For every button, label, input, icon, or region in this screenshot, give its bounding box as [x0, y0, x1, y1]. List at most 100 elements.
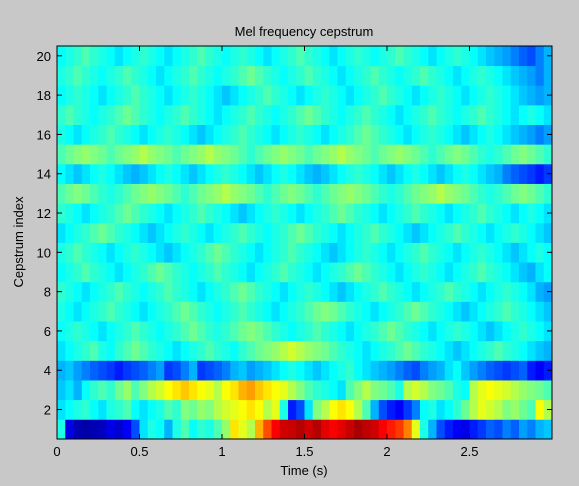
heatmap-cell [73, 262, 83, 283]
heatmap-cell [469, 163, 479, 184]
heatmap-cell [222, 301, 231, 322]
heatmap-cell [469, 301, 479, 322]
heatmap-cell [222, 144, 231, 165]
heatmap-cell [139, 380, 149, 401]
heatmap-cell [420, 262, 429, 283]
heatmap-cell [486, 419, 495, 440]
heatmap-cell [395, 203, 404, 224]
heatmap-cell [337, 340, 347, 361]
heatmap-cell [147, 242, 157, 263]
heatmap-cell [172, 124, 182, 145]
heatmap-cell [172, 419, 182, 440]
heatmap-cell [255, 46, 264, 67]
heatmap-cell [378, 163, 388, 184]
heatmap-cell [114, 380, 124, 401]
heatmap-cell [255, 144, 264, 165]
heatmap-cell [436, 360, 446, 381]
heatmap-cell [420, 419, 429, 440]
heatmap-cell [147, 46, 157, 67]
heatmap-cell [288, 65, 297, 86]
heatmap-cell [246, 321, 256, 342]
heatmap-cell [411, 301, 421, 322]
heatmap-cell [139, 321, 149, 342]
heatmap-cell [370, 183, 380, 204]
heatmap-cell [197, 360, 206, 381]
x-tick-label: 1.5 [295, 444, 313, 459]
heatmap-cell [222, 203, 231, 224]
heatmap-cell [494, 419, 503, 440]
heatmap-cell [123, 281, 132, 302]
heatmap-cell [65, 380, 74, 401]
heatmap-cell [337, 399, 347, 420]
heatmap-cell [106, 399, 116, 420]
heatmap-cell [205, 242, 215, 263]
heatmap-cell [378, 262, 388, 283]
heatmap-cell [238, 360, 248, 381]
heatmap-cell [180, 65, 190, 86]
heatmap-cell [238, 124, 248, 145]
heatmap-cell [420, 340, 429, 361]
heatmap-cell [370, 380, 380, 401]
heatmap-cell [312, 419, 322, 440]
heatmap-cell [395, 321, 404, 342]
heatmap-cell [370, 46, 380, 67]
heatmap-cell [337, 242, 347, 263]
heatmap-cell [494, 65, 503, 86]
heatmap-cell [246, 46, 256, 67]
heatmap-cell [502, 163, 512, 184]
heatmap-cell [535, 281, 545, 302]
heatmap-cell [527, 124, 536, 145]
heatmap-cell [494, 301, 503, 322]
heatmap-cell [189, 222, 198, 243]
heatmap-cell [403, 380, 413, 401]
heatmap-cell [222, 281, 231, 302]
heatmap-cell [428, 46, 437, 67]
heatmap-cell [81, 144, 91, 165]
heatmap-cell [131, 104, 140, 125]
heatmap-cell [114, 46, 124, 67]
heatmap-cell [288, 262, 297, 283]
heatmap-cell [321, 380, 330, 401]
heatmap-cell [486, 262, 495, 283]
heatmap-cell [263, 183, 272, 204]
heatmap-cell [312, 340, 322, 361]
heatmap-cell [172, 46, 182, 67]
heatmap-cell [139, 203, 149, 224]
heatmap-cell [106, 203, 116, 224]
heatmap-cell [345, 419, 355, 440]
heatmap-cell [453, 399, 462, 420]
heatmap-cell [238, 222, 248, 243]
heatmap-cell [403, 262, 413, 283]
heatmap-cell [147, 203, 157, 224]
heatmap-cell [156, 360, 165, 381]
heatmap-cell [213, 183, 223, 204]
heatmap-cell [106, 242, 116, 263]
heatmap-cell [90, 85, 99, 106]
heatmap-cell [453, 104, 462, 125]
heatmap-cell [378, 399, 388, 420]
heatmap-cell [535, 65, 545, 86]
heatmap-cell [263, 419, 272, 440]
heatmap-cell [73, 144, 83, 165]
heatmap-cell [114, 301, 124, 322]
heatmap-cell [114, 419, 124, 440]
heatmap-cell [197, 281, 206, 302]
heatmap-cell [222, 380, 231, 401]
heatmap-cell [345, 321, 355, 342]
heatmap-cell [147, 163, 157, 184]
heatmap-cell [403, 163, 413, 184]
heatmap-cell [65, 340, 74, 361]
heatmap-cell [131, 144, 140, 165]
heatmap-cell [403, 321, 413, 342]
heatmap-cell [73, 85, 83, 106]
heatmap-cell [263, 203, 272, 224]
heatmap-cell [395, 183, 404, 204]
heatmap-cell [436, 46, 446, 67]
y-tick-label: 2 [44, 403, 51, 418]
heatmap-cell [312, 242, 322, 263]
heatmap-cell [444, 399, 454, 420]
heatmap-cell [321, 46, 330, 67]
heatmap-cell [329, 183, 338, 204]
heatmap-cell [370, 281, 380, 302]
heatmap-cell [312, 380, 322, 401]
